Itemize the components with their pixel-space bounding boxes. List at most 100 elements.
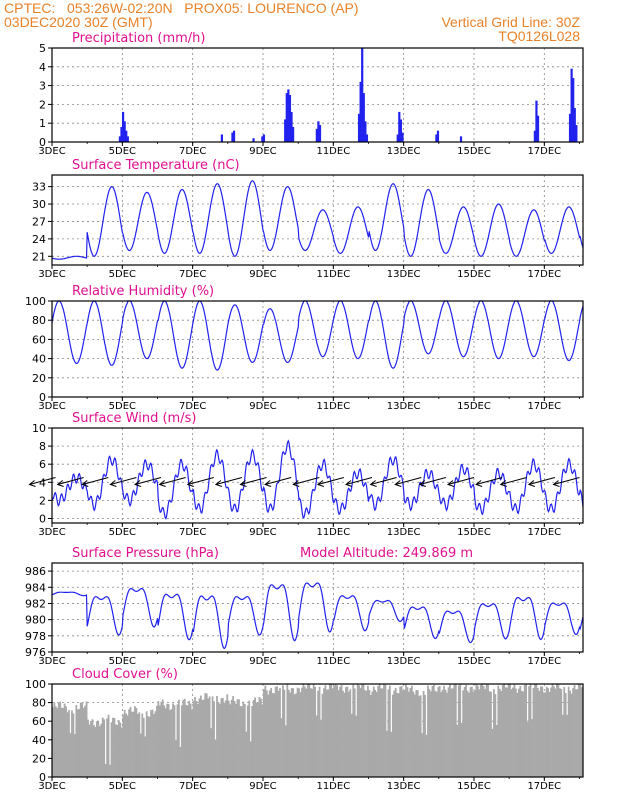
y-tick-label: 21 <box>32 250 46 263</box>
cloud-bar <box>78 708 81 777</box>
cloud-bar <box>207 698 210 777</box>
cloud-bar <box>182 699 185 777</box>
cloud-bar <box>576 689 579 777</box>
cloud-bar <box>308 684 311 777</box>
cloud-bar <box>408 691 410 777</box>
panel-title: Surface Wind (m/s) <box>72 411 196 426</box>
cloud-bar <box>135 707 138 777</box>
y-tick-label: 4 <box>39 61 46 74</box>
cloud-bar <box>510 689 513 777</box>
cloud-bar <box>238 699 240 777</box>
cloud-bar <box>554 688 557 777</box>
x-tick-label: 5DEC <box>109 146 136 157</box>
cloud-bar <box>495 724 498 777</box>
precip-bar <box>364 121 367 142</box>
cloud-bar <box>352 684 355 777</box>
cloud-bar <box>526 722 529 777</box>
cloud-bar <box>186 705 189 777</box>
cloud-bar <box>273 693 276 777</box>
cloud-bar <box>183 698 186 777</box>
wind-vector-head <box>369 480 377 487</box>
cloud-bar <box>202 699 205 777</box>
cloud-bar <box>242 701 245 777</box>
cloud-bar <box>547 688 550 777</box>
cloud-bar <box>65 706 67 777</box>
cloud-bar <box>503 684 506 777</box>
wind-vector-head <box>316 480 325 487</box>
y-tick-label: 40 <box>32 734 46 747</box>
cloud-bar <box>356 684 359 777</box>
wind-vector-head <box>527 480 536 487</box>
cloud-bar <box>156 705 158 777</box>
panel-title: Precipitation (mm/h) <box>72 31 205 46</box>
cloud-bar <box>403 689 406 777</box>
cloud-bar <box>129 706 132 777</box>
cloud-bar <box>216 696 218 777</box>
precip-bar <box>533 130 536 142</box>
cloud-bar <box>120 727 123 777</box>
cloud-bar <box>172 703 174 777</box>
cloud-bar <box>53 702 56 777</box>
cloud-bar <box>353 688 356 777</box>
cloud-bar <box>405 684 407 777</box>
cloud-bar <box>570 693 573 777</box>
precip-bar <box>285 93 288 142</box>
y-tick-label: 986 <box>25 565 46 578</box>
x-tick-label: 3DEC <box>38 527 65 538</box>
wind-vector-head <box>133 480 142 487</box>
cloud-bar <box>441 689 444 777</box>
cloud-bar <box>243 704 246 777</box>
cloud-bar <box>484 689 487 777</box>
cloud-bar <box>468 692 470 777</box>
wind-vector-head <box>81 480 89 487</box>
cloud-bar <box>239 705 242 777</box>
cloud-bar <box>154 711 157 777</box>
cloud-bar <box>290 688 293 777</box>
cloud-bar <box>449 684 451 777</box>
cloud-bar <box>337 690 340 777</box>
cloud-bar <box>150 710 152 777</box>
cloud-bar <box>223 702 226 777</box>
x-tick-label: 9DEC <box>249 269 276 280</box>
cloud-bar <box>473 690 476 777</box>
cloud-bar <box>175 739 177 777</box>
precip-bar <box>572 78 575 142</box>
cloud-bar <box>141 713 144 777</box>
cloud-bar <box>471 686 473 777</box>
cloud-bar <box>525 684 528 777</box>
precip-bar <box>435 134 438 142</box>
panel-title: Surface Pressure (hPa) <box>72 546 219 561</box>
wind-vector <box>370 476 397 485</box>
cloud-bar <box>494 694 497 777</box>
x-tick-label: 5DEC <box>109 527 136 538</box>
cloud-bar <box>197 704 199 777</box>
cloud-bar <box>85 701 88 777</box>
cloud-bar <box>569 690 571 777</box>
cloud-bar <box>456 724 459 777</box>
wind-vector <box>345 476 373 485</box>
x-tick-label: 13DEC <box>387 401 421 412</box>
cloud-bar <box>301 687 303 777</box>
cloud-bar <box>391 694 394 777</box>
panel-3 <box>28 427 584 527</box>
cloud-bar <box>157 701 160 777</box>
precip-bar <box>118 136 122 142</box>
wind-vector-head <box>109 480 117 487</box>
cloud-bar <box>302 684 305 777</box>
cloud-bar <box>260 698 262 777</box>
x-tick-label: 7DEC <box>179 527 206 538</box>
wind-vector <box>553 476 580 485</box>
cloud-bar <box>440 692 443 777</box>
y-tick-label: 8 <box>39 440 46 453</box>
cloud-bar <box>293 694 296 777</box>
y-tick-label: 0 <box>39 771 46 784</box>
cloud-bar <box>128 709 130 777</box>
plot-frame <box>51 562 584 653</box>
cloud-bar <box>504 687 507 777</box>
cloud-bar <box>536 687 539 777</box>
cloud-bar <box>561 714 564 777</box>
precip-bar <box>536 115 540 142</box>
cloud-bar <box>361 684 363 777</box>
cloud-bar <box>63 703 66 777</box>
